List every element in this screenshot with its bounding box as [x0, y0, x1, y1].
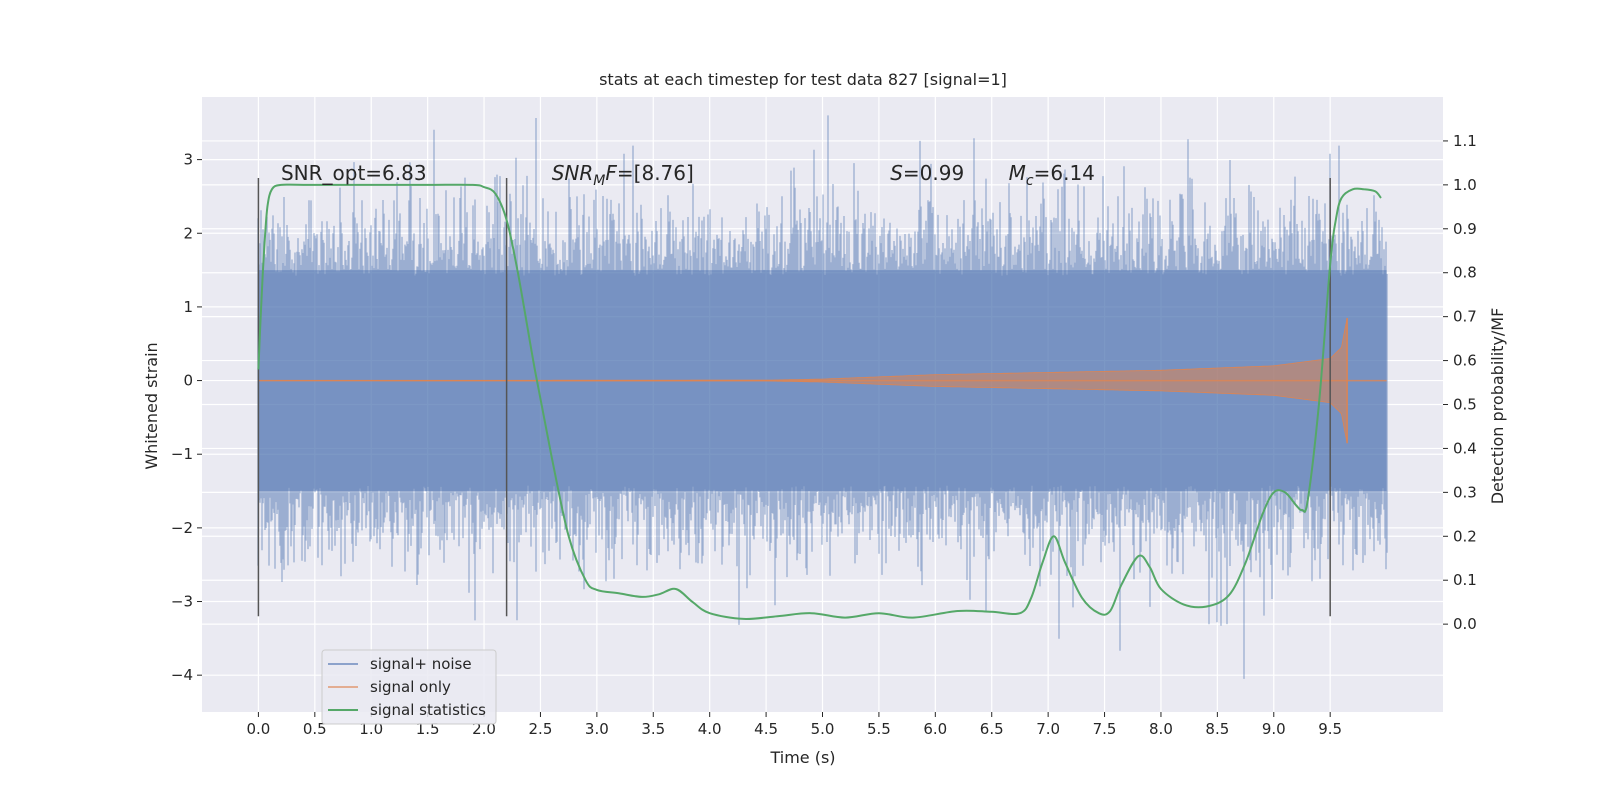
x-tick-label: 8.5 [1205, 720, 1229, 738]
x-tick-label: 8.0 [1149, 720, 1173, 738]
right-tick-label: 0.7 [1453, 308, 1477, 326]
x-tick-label: 4.5 [754, 720, 778, 738]
x-tick-label: 3.0 [585, 720, 609, 738]
left-tick-label: 2 [183, 224, 193, 242]
annotations: SNR_opt=6.83 SNRMF=[8.76] S=0.99 Mc=6.14 [281, 161, 1095, 189]
x-axis-label: Time (s) [769, 748, 835, 767]
right-tick-label: 0.9 [1453, 220, 1477, 238]
statistics-series [257, 183, 1382, 620]
left-tick-label: 0 [183, 372, 193, 390]
x-tick-label: 2.5 [529, 720, 553, 738]
right-tick-label: 1.0 [1453, 176, 1477, 194]
signal-series [258, 317, 1387, 444]
x-axis-ticks: 0.0 0.5 1.0 1.5 2.0 2.5 3.0 3.5 4.0 4.5 5.0 5.5 6.0 6… [246, 712, 1342, 738]
right-tick-label: 0.5 [1453, 396, 1477, 414]
x-tick-label: 9.5 [1318, 720, 1342, 738]
legend-label: signal only [370, 678, 451, 696]
right-axis-ticks: 1.1 1.0 0.9 0.8 0.7 0.6 0.5 0.4 0.3 0.2 0.1 0.0 [1443, 132, 1477, 633]
x-tick-label: 7.0 [1036, 720, 1060, 738]
left-tick-label: −3 [171, 593, 193, 611]
x-tick-label: 7.5 [1093, 720, 1117, 738]
x-tick-label: 0.0 [246, 720, 270, 738]
chart-title: stats at each timestep for test data 827… [599, 70, 1007, 89]
left-tick-label: 3 [183, 151, 193, 169]
x-tick-label: 5.5 [867, 720, 891, 738]
vertical-markers [257, 178, 1331, 617]
right-tick-label: 0.1 [1453, 571, 1477, 589]
x-tick-label: 5.0 [811, 720, 835, 738]
legend-label: signal statistics [370, 701, 486, 719]
x-tick-label: 9.0 [1262, 720, 1286, 738]
left-axis-ticks: 3 2 1 0 −1 −2 −3 −4 [171, 151, 202, 684]
right-axis-label: Detection probability/MF [1488, 308, 1507, 505]
right-tick-label: 0.8 [1453, 264, 1477, 282]
x-tick-label: 6.0 [923, 720, 947, 738]
legend-label: signal+ noise [370, 655, 472, 673]
left-tick-label: −4 [171, 666, 193, 684]
legend-box [321, 649, 497, 725]
right-tick-label: 0.4 [1453, 439, 1477, 457]
statistics-line [257, 183, 1382, 620]
x-tick-label: 0.5 [303, 720, 327, 738]
annotation: SNR_opt=6.83 [281, 161, 427, 185]
x-tick-label: 6.5 [980, 720, 1004, 738]
left-axis-label: Whitened strain [142, 342, 161, 469]
left-tick-label: 1 [183, 298, 193, 316]
x-tick-label: 3.5 [641, 720, 665, 738]
left-tick-label: −1 [171, 445, 193, 463]
annotation: S=0.99 [890, 161, 964, 185]
left-tick-label: −2 [171, 519, 193, 537]
right-tick-label: 1.1 [1453, 132, 1477, 150]
right-tick-label: 0.2 [1453, 527, 1477, 545]
annotation: SNRMF=[8.76] [552, 161, 694, 189]
right-tick-label: 0.3 [1453, 483, 1477, 501]
right-tick-label: 0.0 [1453, 615, 1477, 633]
legend: signal+ noise signal only signal statistic… [321, 649, 497, 725]
annotation: Mc=6.14 [1009, 161, 1095, 189]
x-tick-label: 4.0 [698, 720, 722, 738]
right-tick-label: 0.6 [1453, 352, 1477, 370]
